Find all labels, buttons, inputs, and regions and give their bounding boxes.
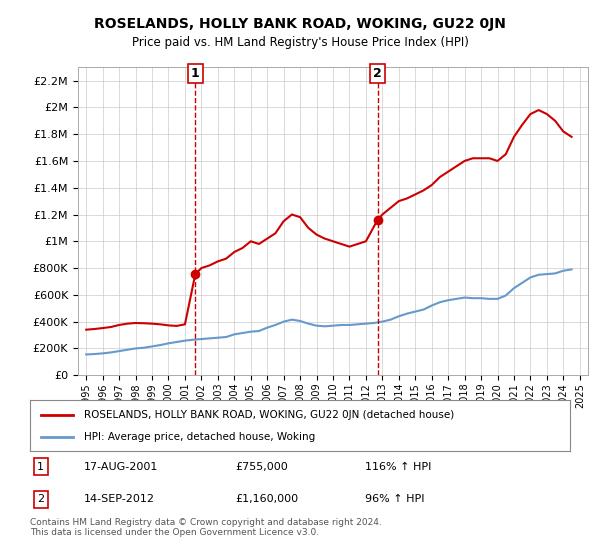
Text: 1: 1 bbox=[191, 67, 200, 80]
Text: 17-AUG-2001: 17-AUG-2001 bbox=[84, 461, 158, 472]
Text: 1: 1 bbox=[37, 461, 44, 472]
Text: 116% ↑ HPI: 116% ↑ HPI bbox=[365, 461, 431, 472]
Text: Price paid vs. HM Land Registry's House Price Index (HPI): Price paid vs. HM Land Registry's House … bbox=[131, 36, 469, 49]
Text: £755,000: £755,000 bbox=[235, 461, 288, 472]
Text: 96% ↑ HPI: 96% ↑ HPI bbox=[365, 494, 424, 505]
Text: Contains HM Land Registry data © Crown copyright and database right 2024.
This d: Contains HM Land Registry data © Crown c… bbox=[30, 518, 382, 538]
Text: ROSELANDS, HOLLY BANK ROAD, WOKING, GU22 0JN: ROSELANDS, HOLLY BANK ROAD, WOKING, GU22… bbox=[94, 17, 506, 31]
Text: £1,160,000: £1,160,000 bbox=[235, 494, 298, 505]
Text: 2: 2 bbox=[373, 67, 382, 80]
Text: ROSELANDS, HOLLY BANK ROAD, WOKING, GU22 0JN (detached house): ROSELANDS, HOLLY BANK ROAD, WOKING, GU22… bbox=[84, 409, 454, 419]
Text: 14-SEP-2012: 14-SEP-2012 bbox=[84, 494, 155, 505]
Text: 2: 2 bbox=[37, 494, 44, 505]
Text: HPI: Average price, detached house, Woking: HPI: Average price, detached house, Woki… bbox=[84, 432, 315, 442]
